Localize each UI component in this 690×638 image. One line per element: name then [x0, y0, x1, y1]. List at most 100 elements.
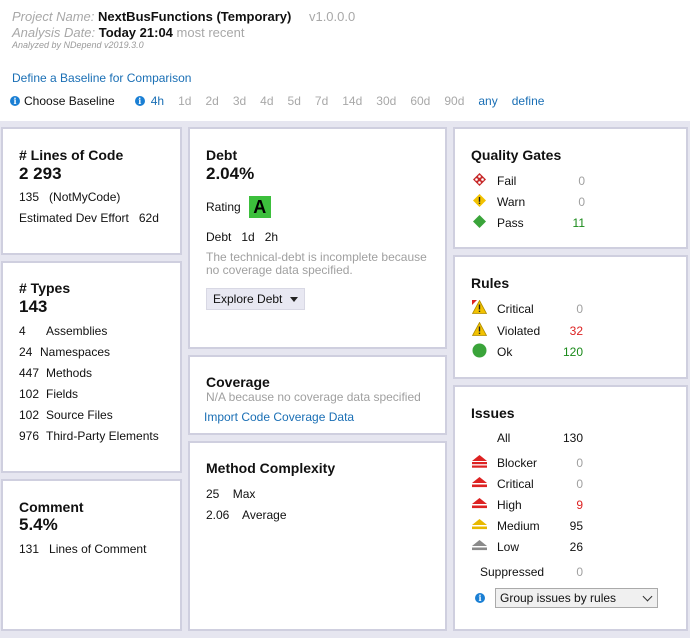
- complexity-avg-row: 2.06 Average: [206, 508, 287, 522]
- analysis-date-label: Analysis Date:: [12, 25, 96, 40]
- pass-icon: [473, 215, 486, 228]
- types-item: 102 Fields: [19, 387, 78, 401]
- issues-high-label: High: [497, 498, 522, 512]
- project-name-label: Project Name:: [12, 9, 95, 24]
- comment-lines: 131 Lines of Comment: [19, 542, 146, 556]
- types-count: 102: [19, 387, 40, 401]
- period-90d[interactable]: 90d: [444, 94, 465, 108]
- effort-value: 62d: [138, 211, 159, 225]
- loc-value: 2 293: [19, 164, 62, 183]
- issues-suppressed-label: Suppressed: [480, 565, 545, 579]
- types-label: Fields: [46, 387, 79, 401]
- define-baseline-link[interactable]: Define a Baseline for Comparison: [12, 71, 192, 85]
- pass-value: 11: [572, 216, 585, 230]
- comment-count: 131: [19, 542, 40, 556]
- project-version: v1.0.0.0: [308, 9, 356, 24]
- dashboard-header: Project Name: NextBusFunctions (Temporar…: [0, 0, 690, 121]
- info-icon: i: [10, 96, 20, 106]
- blocker-icon: [472, 455, 487, 468]
- issues-panel[interactable]: Issues All 130 Blocker 0 Critical 0 High…: [453, 385, 688, 631]
- comment-panel[interactable]: Comment 5.4% 131 Lines of Comment: [1, 479, 182, 631]
- issues-high-value: 9: [576, 498, 583, 512]
- types-label: Methods: [46, 366, 93, 380]
- types-title: # Types: [19, 280, 71, 296]
- complexity-max-label: Max: [232, 487, 256, 501]
- fail-value: 0: [578, 174, 585, 188]
- choose-baseline-label[interactable]: Choose Baseline: [24, 94, 115, 108]
- issues-all-value: 130: [562, 431, 583, 445]
- debt-note: The technical-debt is incomplete because…: [206, 250, 427, 277]
- types-label: Third-Party Elements: [46, 429, 159, 443]
- baseline-row: i Choose Baseline i 4h 1d 2d 3d 4d 5d 7d…: [10, 94, 544, 108]
- rules-ok-label: Ok: [497, 345, 513, 359]
- analyzed-by: Analyzed by NDepend v2019.3.0: [12, 40, 144, 50]
- types-label: Namespaces: [40, 345, 111, 359]
- period-60d[interactable]: 60d: [410, 94, 431, 108]
- loc-title: # Lines of Code: [19, 147, 124, 163]
- loc-notmycode: 135 (NotMyCode): [19, 190, 120, 204]
- period-4d[interactable]: 4d: [260, 94, 274, 108]
- types-count: 4: [19, 324, 26, 338]
- notmycode-count: 135: [19, 190, 40, 204]
- complexity-avg-label: Average: [242, 508, 287, 522]
- import-coverage-link[interactable]: Import Code Coverage Data: [204, 410, 355, 424]
- medium-issue-icon: [472, 519, 487, 530]
- issues-critical-label: Critical: [497, 477, 534, 491]
- explore-debt-button[interactable]: Explore Debt: [206, 288, 306, 310]
- issues-low-label: Low: [497, 540, 520, 554]
- explore-debt-label: Explore Debt: [213, 292, 283, 306]
- issues-title: Issues: [471, 405, 515, 421]
- rating-badge: A: [248, 196, 271, 218]
- period-30d[interactable]: 30d: [376, 94, 397, 108]
- high-issue-icon: [472, 498, 487, 509]
- effort-label: Estimated Dev Effort: [19, 211, 129, 225]
- analysis-date-suffix: most recent: [176, 25, 245, 40]
- quality-gates-title: Quality Gates: [471, 147, 562, 163]
- period-4h[interactable]: 4h: [150, 94, 165, 108]
- coverage-note: N/A because no coverage data specified: [206, 390, 421, 404]
- method-complexity-panel[interactable]: Method Complexity 25 Max 2.06 Average: [188, 441, 447, 631]
- types-item: 102 Source Files: [19, 408, 113, 422]
- period-1d[interactable]: 1d: [178, 94, 192, 108]
- period-any[interactable]: any: [478, 94, 498, 108]
- info-icon: i: [134, 96, 145, 106]
- debt-amount-row: Debt 1d 2h: [206, 230, 278, 244]
- issues-all-label: All: [497, 431, 511, 445]
- coverage-title: Coverage: [206, 374, 270, 390]
- fail-label: Fail: [497, 174, 517, 188]
- comment-label: Lines of Comment: [49, 542, 147, 556]
- period-3d[interactable]: 3d: [232, 94, 247, 108]
- types-panel[interactable]: # Types 143 4 Assemblies 24 Namespaces 447…: [1, 261, 182, 473]
- debt-hours: 2h: [264, 230, 279, 244]
- rules-title: Rules: [471, 275, 510, 291]
- types-item: 4 Assemblies: [19, 324, 107, 338]
- types-count: 102: [19, 408, 40, 422]
- pass-label: Pass: [497, 216, 524, 230]
- period-2d[interactable]: 2d: [205, 94, 219, 108]
- types-item: 24 Namespaces: [19, 345, 110, 359]
- types-count: 24: [19, 345, 33, 359]
- complexity-max-row: 25 Max: [206, 487, 255, 501]
- period-7d[interactable]: 7d: [314, 94, 329, 108]
- group-issues-select[interactable]: Group issues by rules: [495, 588, 658, 608]
- violated-rule-icon: [472, 322, 487, 336]
- comment-value: 5.4%: [19, 515, 58, 534]
- rules-panel[interactable]: Rules Critical 0 Violated 32 Ok 120: [453, 255, 688, 379]
- coverage-panel[interactable]: Coverage N/A because no coverage data sp…: [188, 355, 447, 435]
- period-14d[interactable]: 14d: [342, 94, 363, 108]
- period-5d[interactable]: 5d: [287, 94, 301, 108]
- types-item: 976 Third-Party Elements: [19, 429, 159, 443]
- issues-low-value: 26: [569, 540, 583, 554]
- debt-panel[interactable]: Debt 2.04% Rating A Debt 1d 2h The techn…: [188, 127, 447, 349]
- notmycode-label: (NotMyCode): [49, 190, 121, 204]
- period-define[interactable]: define: [511, 94, 545, 108]
- types-count: 447: [19, 366, 40, 380]
- issues-suppressed-value: 0: [576, 565, 583, 579]
- quality-gates-panel[interactable]: Quality Gates Fail 0 Warn 0 Pass 11: [453, 127, 688, 249]
- rules-critical-label: Critical: [497, 302, 534, 316]
- critical-rule-icon: [472, 300, 487, 314]
- debt-rating-row: Rating A: [206, 196, 271, 218]
- project-name: NextBusFunctions (Temporary): [98, 9, 292, 24]
- loc-effort: Estimated Dev Effort 62d: [19, 211, 159, 225]
- lines-of-code-panel[interactable]: # Lines of Code 2 293 135 (NotMyCode) Es…: [1, 127, 182, 255]
